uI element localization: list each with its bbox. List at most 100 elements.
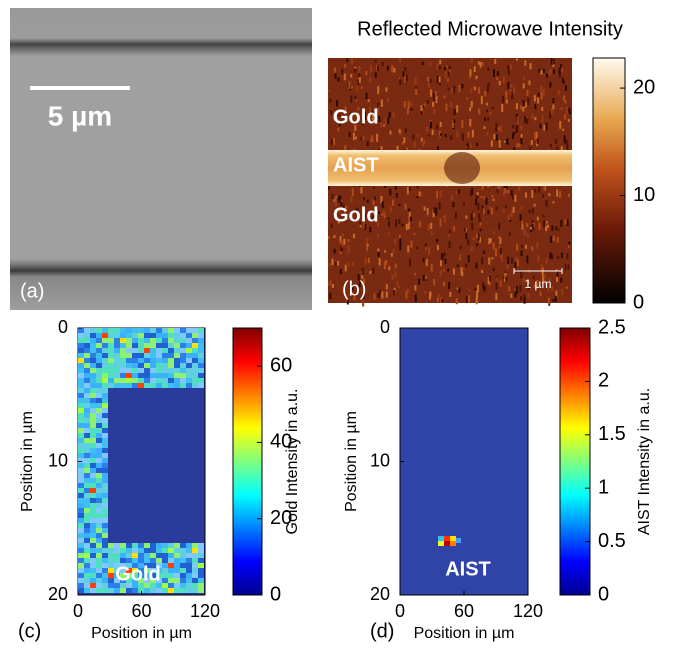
cell bbox=[96, 473, 102, 478]
texture bbox=[359, 77, 361, 83]
cell bbox=[96, 368, 102, 373]
cell bbox=[144, 368, 150, 373]
cell bbox=[186, 573, 192, 578]
y-tick-label: 10 bbox=[370, 450, 390, 470]
cell bbox=[138, 368, 144, 373]
cell bbox=[84, 448, 90, 453]
cell bbox=[186, 343, 192, 348]
cell bbox=[102, 513, 108, 518]
cell bbox=[102, 458, 108, 463]
texture bbox=[541, 115, 543, 122]
cell bbox=[78, 588, 84, 593]
cell bbox=[174, 363, 180, 368]
texture bbox=[406, 75, 408, 82]
texture bbox=[555, 296, 557, 302]
texture bbox=[367, 142, 369, 147]
texture bbox=[513, 132, 515, 135]
cell bbox=[78, 428, 84, 433]
texture bbox=[529, 210, 531, 213]
texture bbox=[553, 236, 555, 241]
y-tick-label: 20 bbox=[370, 584, 390, 604]
texture bbox=[348, 263, 350, 267]
cell bbox=[192, 573, 198, 578]
cell bbox=[96, 518, 102, 523]
texture bbox=[557, 228, 559, 231]
texture bbox=[381, 291, 383, 298]
cell bbox=[78, 418, 84, 423]
texture bbox=[521, 250, 523, 256]
cell bbox=[102, 428, 108, 433]
cell bbox=[102, 498, 108, 503]
texture bbox=[481, 257, 483, 264]
cell bbox=[90, 538, 96, 543]
texture bbox=[496, 277, 498, 281]
texture bbox=[428, 134, 430, 136]
texture bbox=[363, 197, 365, 200]
cell bbox=[84, 453, 90, 458]
texture bbox=[467, 239, 469, 245]
texture bbox=[471, 223, 473, 230]
cell bbox=[180, 568, 186, 573]
texture bbox=[568, 242, 570, 245]
texture bbox=[493, 69, 495, 77]
cell bbox=[192, 338, 198, 343]
cell bbox=[138, 548, 144, 553]
cell bbox=[168, 363, 174, 368]
texture bbox=[516, 143, 518, 147]
texture bbox=[399, 58, 401, 63]
cell bbox=[186, 373, 192, 378]
cell bbox=[126, 358, 132, 363]
texture bbox=[493, 268, 495, 272]
texture bbox=[512, 194, 514, 199]
cell bbox=[126, 543, 132, 548]
texture bbox=[507, 257, 509, 264]
cell bbox=[156, 328, 162, 333]
texture bbox=[466, 97, 468, 100]
texture bbox=[450, 102, 452, 107]
texture bbox=[531, 220, 533, 223]
x-tick-label: 120 bbox=[513, 601, 543, 621]
cell bbox=[120, 383, 126, 388]
cell bbox=[174, 583, 180, 588]
texture bbox=[534, 95, 536, 101]
texture bbox=[520, 214, 522, 221]
cell bbox=[78, 398, 84, 403]
texture bbox=[430, 79, 432, 83]
texture bbox=[491, 208, 493, 215]
cell bbox=[180, 348, 186, 353]
cell bbox=[198, 343, 204, 348]
texture bbox=[498, 186, 500, 189]
texture bbox=[439, 202, 441, 210]
cell bbox=[84, 548, 90, 553]
cell bbox=[150, 358, 156, 363]
cell bbox=[102, 383, 108, 388]
cell bbox=[132, 363, 138, 368]
colorbar-tick-label: 60 bbox=[270, 354, 292, 376]
cell bbox=[102, 418, 108, 423]
texture bbox=[360, 187, 362, 193]
texture bbox=[418, 278, 420, 284]
texture bbox=[473, 237, 475, 240]
texture bbox=[420, 105, 422, 111]
texture bbox=[480, 62, 482, 68]
texture bbox=[496, 77, 498, 80]
texture bbox=[568, 194, 570, 197]
cell bbox=[126, 378, 132, 383]
cell bbox=[120, 558, 126, 563]
cell bbox=[126, 363, 132, 368]
texture bbox=[457, 264, 459, 266]
texture bbox=[560, 220, 562, 227]
cell bbox=[114, 368, 120, 373]
texture bbox=[329, 293, 331, 299]
texture bbox=[454, 109, 456, 115]
texture bbox=[478, 108, 480, 114]
texture bbox=[374, 196, 376, 200]
cell bbox=[120, 363, 126, 368]
texture bbox=[379, 258, 381, 265]
cell bbox=[90, 433, 96, 438]
texture bbox=[471, 214, 473, 221]
cell bbox=[84, 528, 90, 533]
texture bbox=[537, 217, 539, 221]
cell bbox=[78, 453, 84, 458]
cell bbox=[84, 588, 90, 593]
